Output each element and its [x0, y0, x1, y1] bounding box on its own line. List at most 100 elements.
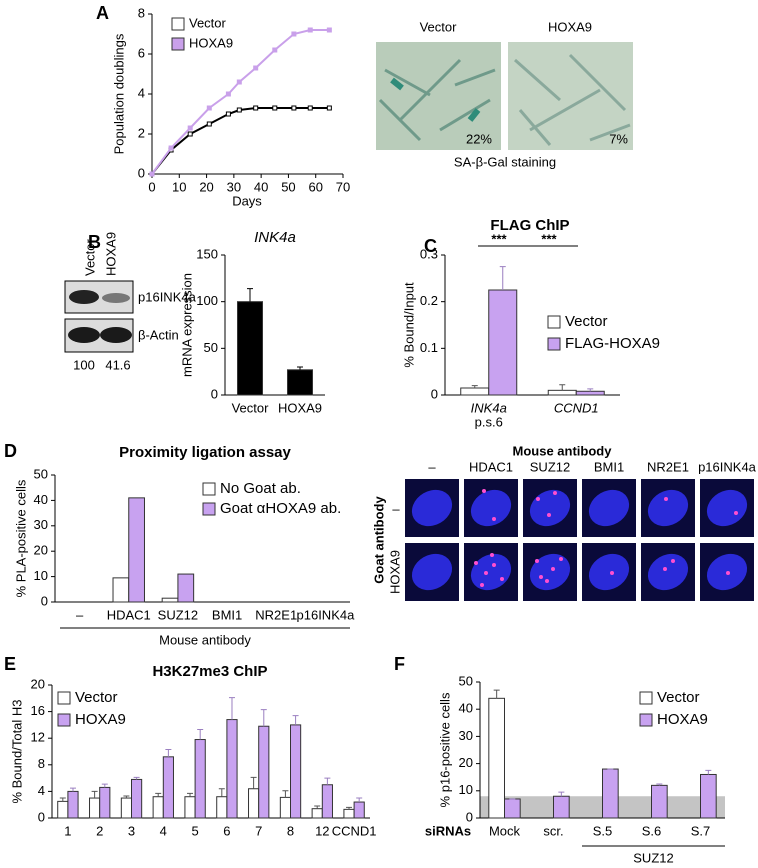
error-bar — [260, 709, 267, 727]
panel-label: A — [96, 3, 109, 23]
legend-swatch — [57, 713, 71, 727]
marker — [206, 121, 212, 127]
x-axis-label: Mouse antibody — [159, 632, 251, 647]
band-label: β-Actin — [138, 327, 179, 342]
bar — [602, 768, 619, 819]
y-tick-label: 50 — [204, 340, 218, 355]
bar — [651, 784, 668, 819]
legend-swatch — [171, 37, 185, 51]
bar — [89, 797, 101, 819]
y-tick-label: 0.1 — [420, 340, 438, 355]
y-tick-label: 50 — [34, 466, 48, 481]
pla-dot — [559, 557, 563, 561]
bar — [290, 724, 302, 819]
bar — [161, 597, 179, 603]
y-tick-label: 0 — [41, 593, 48, 608]
column-label: – — [428, 459, 436, 474]
x-tick-label: 70 — [336, 179, 350, 194]
error-bar — [218, 788, 225, 797]
column-label: SUZ12 — [530, 459, 570, 474]
group-label: SUZ12 — [633, 850, 673, 865]
bar — [353, 801, 365, 819]
x-tick-label: p16INK4a — [297, 607, 356, 622]
nucleus — [588, 489, 630, 527]
y-tick-label: 30 — [34, 517, 48, 532]
error-bar — [123, 795, 130, 799]
x-tick-label: SUZ12 — [158, 607, 198, 622]
bar — [248, 788, 260, 819]
bar — [226, 719, 238, 819]
error-bar — [282, 790, 289, 798]
micrograph-bg — [376, 42, 501, 150]
y-axis-label: % PLA-positive cells — [13, 479, 28, 597]
bar — [152, 796, 164, 819]
legend-swatch — [639, 713, 653, 727]
column-label: BMI1 — [594, 459, 624, 474]
legend-swatch — [202, 502, 216, 516]
x-tick-label: Vector — [232, 400, 270, 415]
significance: *** — [541, 231, 557, 246]
error-bar — [187, 792, 194, 797]
x-tick-label: CCND1 — [332, 823, 377, 838]
legend-label: Goat αHOXA9 ab. — [220, 500, 341, 517]
significance: *** — [491, 231, 507, 246]
y-tick-label: 0 — [38, 809, 45, 824]
marker — [253, 105, 259, 111]
marker — [272, 47, 278, 53]
pla-dot — [492, 563, 496, 567]
bar — [120, 797, 132, 819]
bar — [67, 790, 79, 819]
marker — [236, 79, 242, 85]
panel-label: B — [88, 232, 101, 252]
pla-dot — [547, 513, 551, 517]
x-tick-label: 30 — [227, 179, 241, 194]
x-tick-label: Mock — [489, 823, 521, 838]
error-bar — [69, 787, 76, 792]
error-bar — [247, 288, 253, 302]
pla-dot — [726, 571, 730, 575]
marker — [225, 91, 231, 97]
bar — [488, 289, 518, 396]
x-tick-label: 10 — [172, 179, 186, 194]
chart-title: INK4a — [254, 229, 296, 246]
nucleus — [647, 489, 689, 527]
error-bar — [559, 384, 566, 391]
bar — [99, 786, 111, 819]
bar — [343, 808, 355, 819]
pla-dot — [551, 567, 555, 571]
legend-label: HOXA9 — [657, 711, 708, 728]
legend-label: Vector — [189, 15, 227, 30]
bar — [504, 798, 521, 819]
image-percent: 7% — [609, 131, 628, 146]
legend-swatch — [57, 691, 71, 705]
chart-title: Proximity ligation assay — [119, 444, 291, 461]
x-tick-label: S.5 — [593, 823, 613, 838]
x-tick-label: 0 — [148, 179, 155, 194]
error-bar — [493, 689, 500, 699]
blot-band — [100, 327, 132, 343]
line — [151, 29, 330, 175]
pla-dot — [553, 491, 557, 495]
image-grid-title: Mouse antibody — [513, 443, 613, 458]
bar — [162, 756, 174, 819]
pla-dot — [535, 559, 539, 563]
legend-label: FLAG-HOXA9 — [565, 335, 660, 352]
y-tick-label: 40 — [34, 492, 48, 507]
x-tick-label: 4 — [160, 823, 167, 838]
x-tick-label: BMI1 — [212, 607, 242, 622]
blot-band — [102, 293, 130, 303]
marker — [187, 125, 193, 131]
marker — [291, 31, 297, 37]
bar — [177, 573, 195, 603]
error-bar — [297, 366, 303, 370]
marker — [253, 65, 259, 71]
bar — [131, 778, 143, 819]
lane-label: Vector — [82, 238, 97, 276]
image-grid: – HDAC1 SUZ12 BMI1 NR2E1 p16INK4a — [405, 459, 757, 601]
error-bar — [91, 790, 98, 799]
pla-dot — [536, 497, 540, 501]
bar — [575, 390, 605, 396]
error-bar — [346, 806, 353, 810]
marker — [187, 131, 193, 137]
marker — [307, 105, 313, 111]
